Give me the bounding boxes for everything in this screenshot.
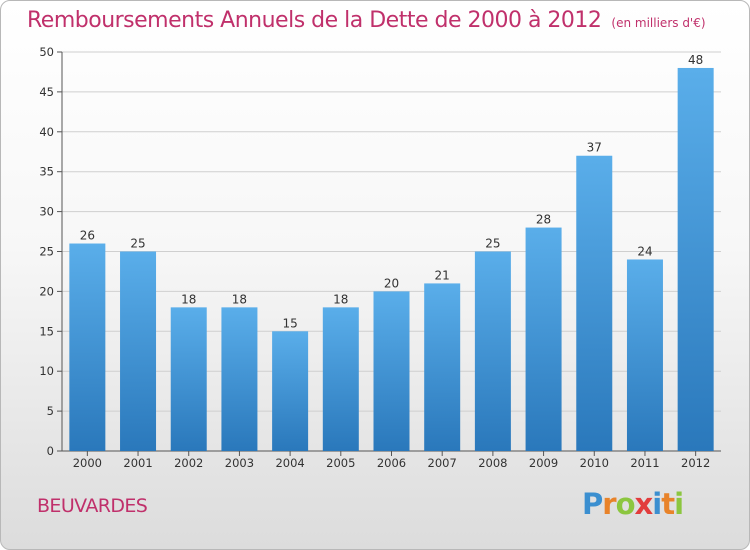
x-tick-label: 2007 bbox=[428, 456, 457, 470]
data-label: 25 bbox=[130, 237, 145, 251]
data-label: 28 bbox=[536, 213, 551, 227]
labels: 2000 26 2001 25 2002 18 2003 18 2004 15 2005 18 2006… bbox=[73, 53, 711, 470]
logo-letter: r bbox=[602, 487, 616, 521]
data-label: 24 bbox=[637, 244, 652, 258]
y-tick-label: 25 bbox=[39, 245, 54, 259]
bar-2008 bbox=[474, 251, 511, 451]
y-tick-label: 30 bbox=[39, 205, 54, 219]
data-label: 21 bbox=[435, 268, 450, 282]
y-tick-label: 5 bbox=[47, 404, 54, 418]
data-label: 48 bbox=[688, 53, 703, 67]
y-tick-label: 50 bbox=[39, 45, 54, 59]
x-tick-label: 2008 bbox=[478, 456, 507, 470]
x-tick-label: 2002 bbox=[174, 456, 203, 470]
bar-2000 bbox=[69, 243, 106, 451]
y-tick-label: 0 bbox=[47, 444, 54, 458]
data-label: 25 bbox=[485, 237, 500, 251]
y-tick-label: 20 bbox=[39, 284, 54, 298]
chart-title-text: Remboursements Annuels de la Dette de 20… bbox=[27, 8, 602, 33]
logo-letter: t bbox=[661, 487, 675, 521]
data-label: 37 bbox=[587, 141, 602, 155]
x-tick-label: 2004 bbox=[275, 456, 304, 470]
y-tick-label: 40 bbox=[39, 125, 54, 139]
bar-2005 bbox=[322, 307, 359, 451]
bar-2003 bbox=[221, 307, 258, 451]
y-tick-label: 35 bbox=[39, 165, 54, 179]
bar-2011 bbox=[626, 259, 663, 451]
bar-2006 bbox=[373, 291, 410, 451]
x-tick-label: 2012 bbox=[681, 456, 710, 470]
bar-2009 bbox=[525, 227, 562, 451]
y-tick-label: 15 bbox=[39, 324, 54, 338]
x-tick-label: 2001 bbox=[123, 456, 152, 470]
logo-letter: i bbox=[652, 487, 662, 521]
x-tick-label: 2011 bbox=[630, 456, 659, 470]
x-tick-label: 2005 bbox=[326, 456, 355, 470]
data-label: 26 bbox=[80, 229, 95, 243]
data-label: 15 bbox=[282, 316, 297, 330]
y-tick-label: 45 bbox=[39, 85, 54, 99]
bar-2010 bbox=[576, 155, 613, 452]
bar-2001 bbox=[120, 251, 157, 451]
x-tick-label: 2003 bbox=[225, 456, 254, 470]
logo-letter: P bbox=[582, 487, 603, 521]
data-label: 18 bbox=[232, 292, 247, 306]
x-tick-label: 2010 bbox=[580, 456, 609, 470]
data-label: 20 bbox=[384, 276, 399, 290]
logo-letter: i bbox=[674, 487, 684, 521]
data-label: 18 bbox=[181, 292, 196, 306]
data-label: 18 bbox=[333, 292, 348, 306]
bar-2004 bbox=[272, 331, 309, 451]
y-tick-label: 10 bbox=[39, 364, 54, 378]
bar-2012 bbox=[677, 67, 714, 452]
x-tick-label: 2000 bbox=[73, 456, 102, 470]
chart-title: Remboursements Annuels de la Dette de 20… bbox=[27, 8, 706, 33]
chart-unit: (en milliers d'€) bbox=[611, 16, 706, 30]
x-tick-label: 2009 bbox=[529, 456, 558, 470]
commune-name: BEUVARDES bbox=[37, 495, 148, 517]
bars bbox=[69, 67, 714, 452]
bar-2007 bbox=[424, 283, 461, 451]
bar-2002 bbox=[170, 307, 207, 451]
x-tick-label: 2006 bbox=[377, 456, 406, 470]
proxiti-logo[interactable]: Proxiti bbox=[582, 487, 684, 521]
logo-letter: x bbox=[634, 487, 654, 521]
logo-letter: o bbox=[615, 487, 636, 521]
